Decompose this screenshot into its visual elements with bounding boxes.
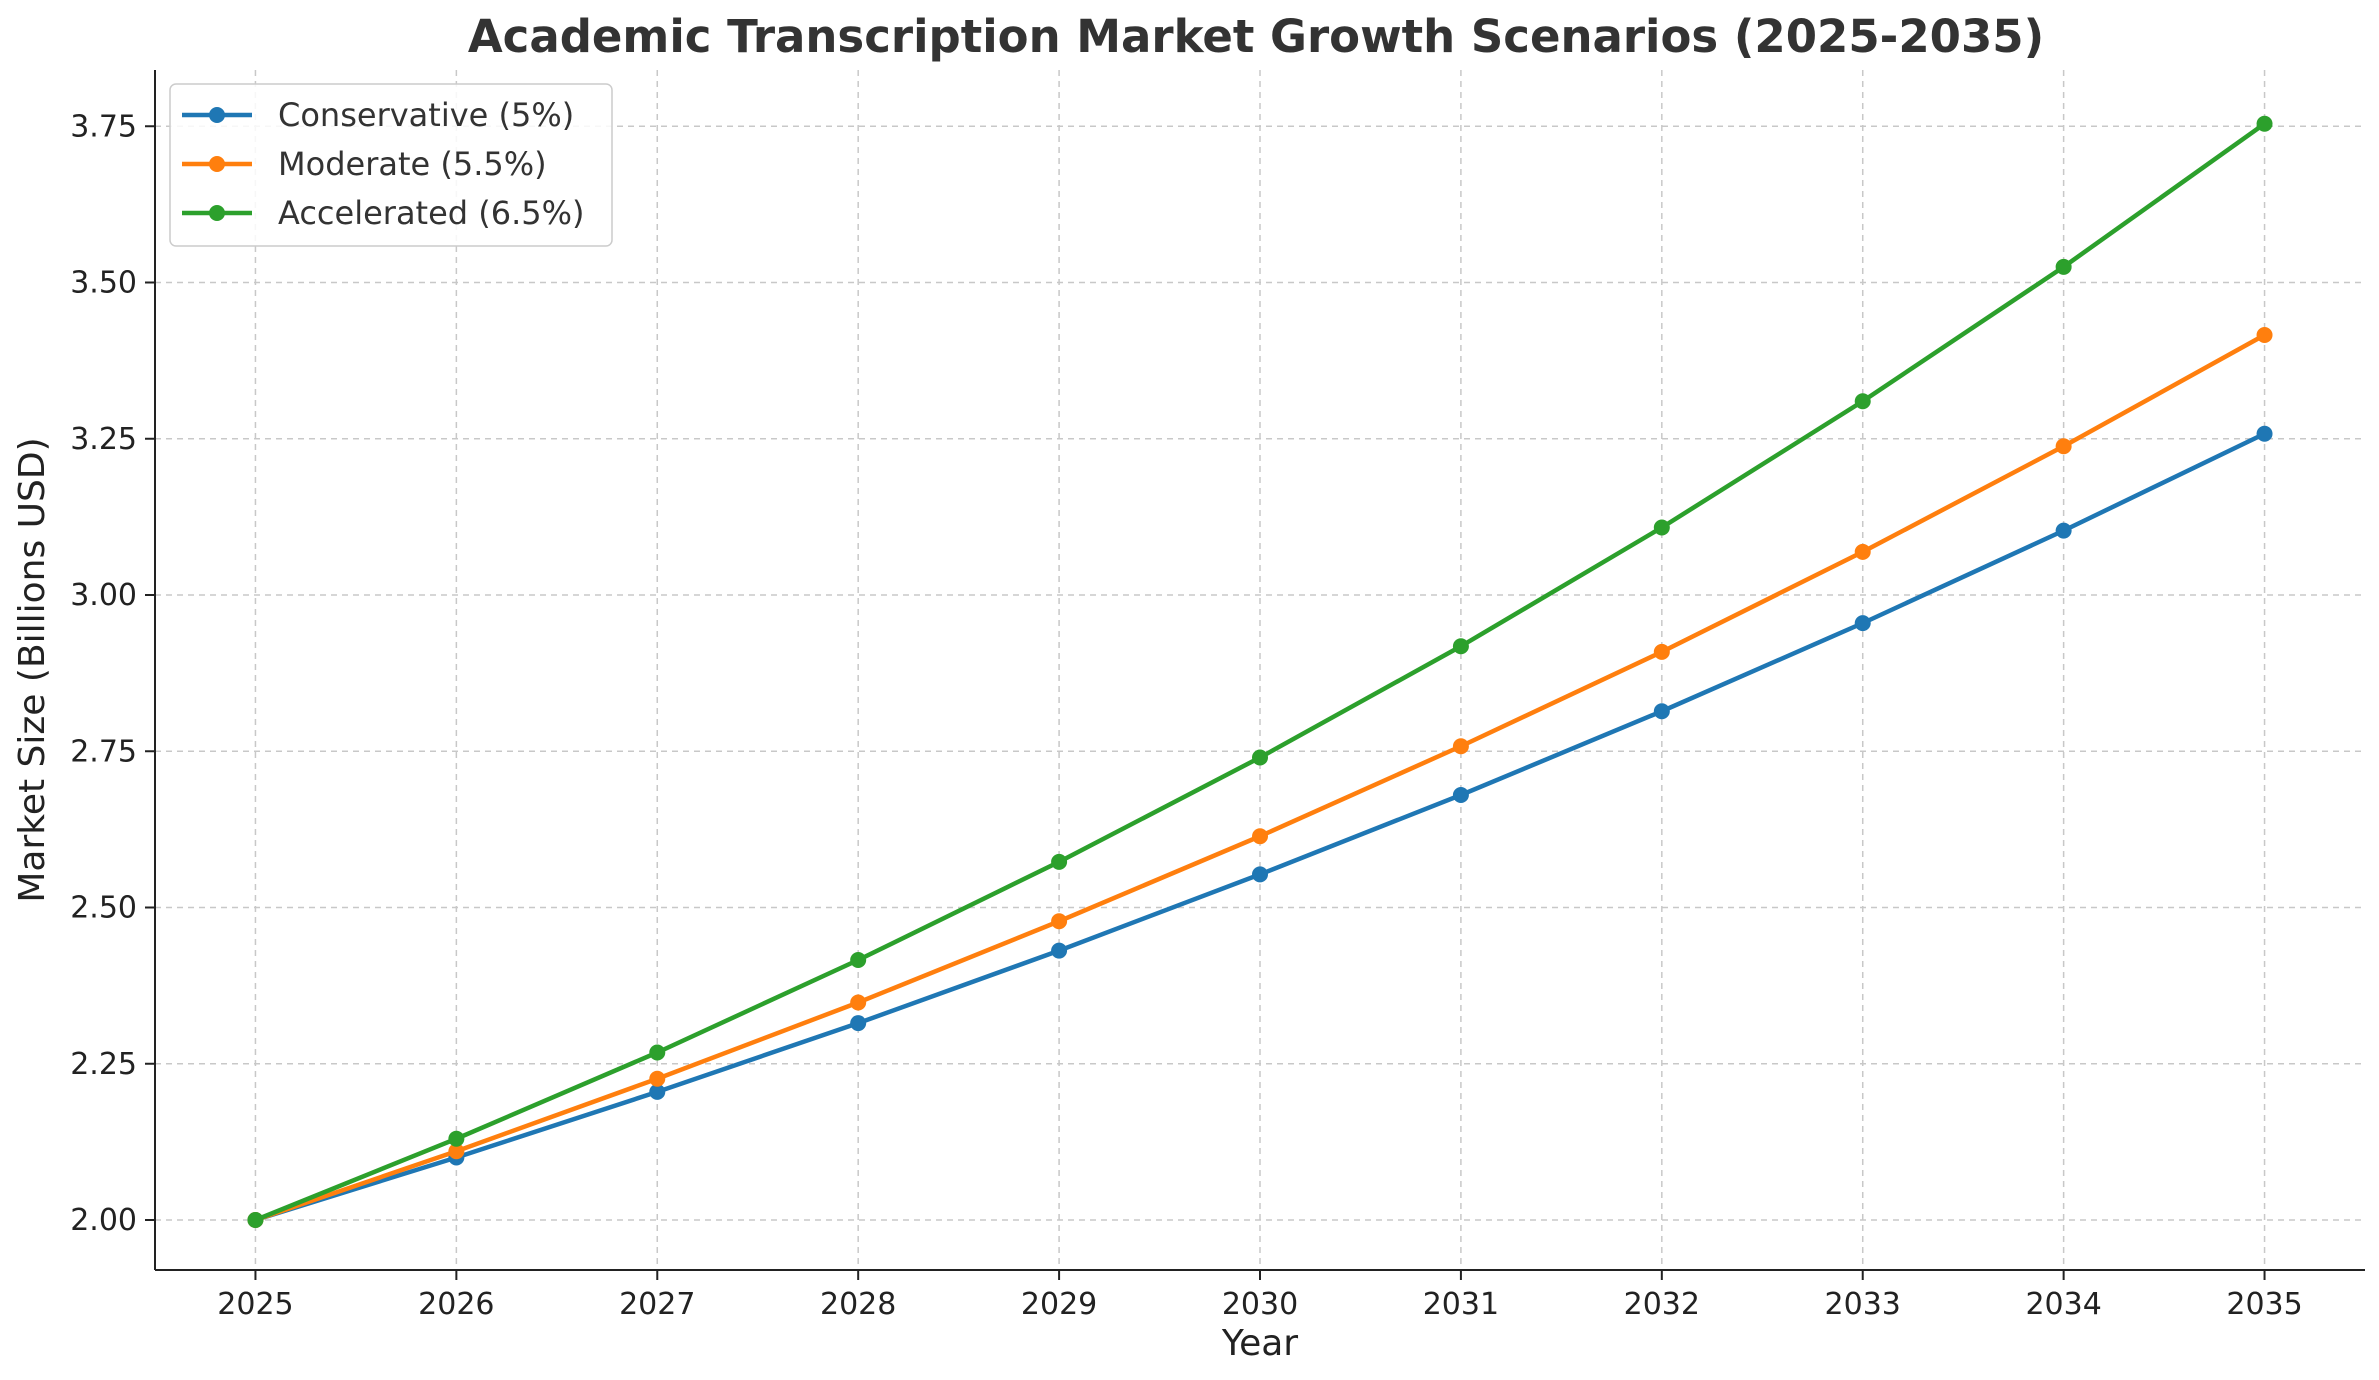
y-tick-label: 2.50	[70, 891, 137, 926]
legend-entry: Conservative (5%)	[182, 96, 574, 134]
data-point	[850, 1015, 867, 1032]
data-point	[1452, 638, 1469, 655]
data-point	[1252, 749, 1268, 766]
series	[247, 115, 2273, 1228]
data-point	[1854, 543, 1871, 560]
data-point	[1452, 738, 1469, 755]
data-point	[649, 1070, 666, 1087]
x-tick-label: 2030	[1222, 1287, 1298, 1322]
series-1	[247, 327, 2273, 1228]
legend-marker	[209, 156, 225, 172]
data-point	[247, 1212, 264, 1228]
chart-title: Academic Transcription Market Growth Sce…	[468, 10, 2044, 63]
data-point	[1854, 393, 1871, 410]
data-point	[649, 1083, 666, 1100]
x-tick-label: 2025	[217, 1287, 293, 1322]
y-tick-label: 2.75	[70, 734, 137, 769]
x-tick-label: 2029	[1021, 1287, 1097, 1322]
x-tick-label: 2035	[2226, 1287, 2302, 1322]
data-point	[1252, 828, 1268, 845]
x-tick-label: 2034	[2025, 1287, 2101, 1322]
data-point	[1653, 643, 1670, 660]
x-tick-label: 2032	[1624, 1287, 1700, 1322]
data-point	[1653, 703, 1670, 720]
data-point	[1452, 787, 1469, 803]
data-point	[2256, 115, 2273, 132]
x-tick-label: 2026	[418, 1287, 494, 1322]
legend-marker	[209, 107, 225, 123]
x-tick-label: 2027	[619, 1287, 695, 1322]
legend-marker	[209, 205, 225, 221]
data-point	[2256, 425, 2273, 442]
series-line	[253, 431, 2267, 1223]
y-tick-label: 3.00	[70, 578, 137, 613]
data-point	[1252, 866, 1268, 883]
data-point	[2055, 522, 2072, 539]
y-tick-label: 2.00	[70, 1203, 137, 1238]
legend-entry: Moderate (5.5%)	[182, 145, 547, 183]
series-line	[253, 121, 2267, 1223]
y-axis-ticks: 2.00 2.25 2.50 2.75 3.00 3.25 3.50 3.75	[70, 109, 155, 1238]
legend-label: Conservative (5%)	[278, 96, 574, 134]
data-point	[1854, 615, 1871, 632]
x-tick-label: 2028	[820, 1287, 896, 1322]
y-tick-label: 3.75	[70, 109, 137, 144]
data-point	[2256, 327, 2273, 343]
data-point	[448, 1130, 465, 1147]
x-tick-label: 2031	[1423, 1287, 1499, 1322]
legend-entry: Accelerated (6.5%)	[182, 194, 585, 232]
data-point	[850, 994, 867, 1011]
y-tick-label: 3.25	[70, 422, 137, 457]
data-point	[2055, 258, 2072, 275]
legend-label: Accelerated (6.5%)	[278, 194, 585, 232]
data-point	[448, 1143, 465, 1160]
x-tick-label: 2033	[1825, 1287, 1901, 1322]
legend-box	[169, 83, 613, 247]
grid	[155, 70, 2365, 1270]
legend: Conservative (5%) Moderate (5.5%) Accelera…	[169, 83, 613, 247]
y-axis-label: Market Size (Billions USD)	[12, 437, 53, 902]
data-point	[850, 952, 867, 968]
data-point	[1051, 942, 1068, 959]
y-tick-label: 3.50	[70, 266, 137, 301]
data-point	[1051, 913, 1068, 930]
data-point	[649, 1044, 666, 1061]
x-axis-ticks: 2025 2026 2027 2028 2029 2030 2031 2032 2033 2034…	[217, 1270, 2303, 1322]
y-tick-label: 2.25	[70, 1047, 137, 1082]
x-axis-label: Year	[1221, 1323, 1298, 1364]
series-2	[247, 115, 2273, 1228]
data-point	[1653, 519, 1670, 536]
legend-label: Moderate (5.5%)	[278, 145, 547, 183]
data-point	[1051, 853, 1068, 870]
data-point	[2055, 438, 2072, 455]
